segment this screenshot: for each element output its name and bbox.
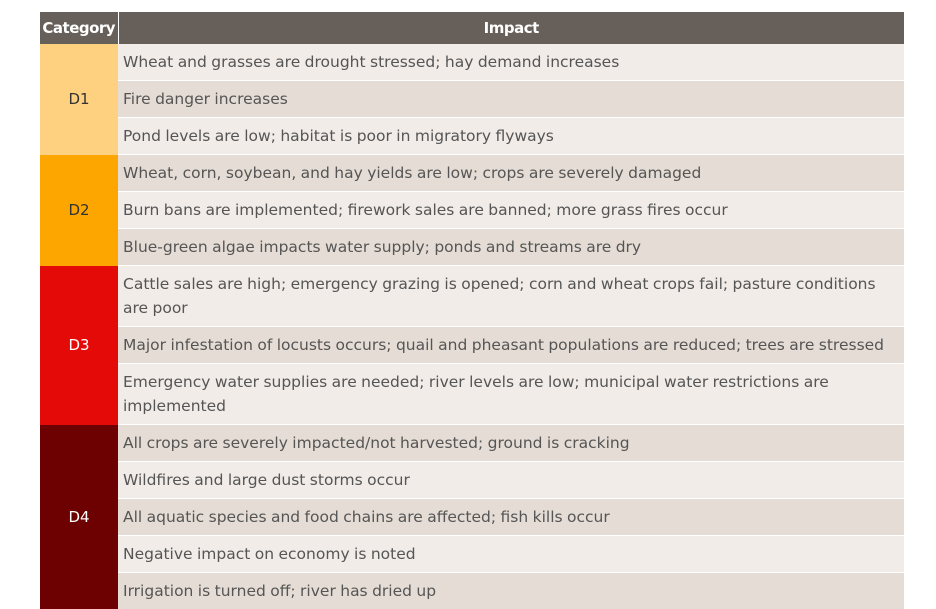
impact-cell: Major infestation of locusts occurs; qua…: [118, 327, 904, 364]
table-row: Fire danger increases: [40, 81, 904, 118]
table-row: Pond levels are low; habitat is poor in …: [40, 118, 904, 155]
impact-cell: Irrigation is turned off; river has drie…: [118, 573, 904, 609]
impact-cell: Pond levels are low; habitat is poor in …: [118, 118, 904, 155]
impact-cell: Fire danger increases: [118, 81, 904, 118]
category-cell-d1: D1: [40, 44, 118, 155]
impact-cell: Wheat, corn, soybean, and hay yields are…: [118, 155, 904, 192]
impact-cell: Emergency water supplies are needed; riv…: [118, 364, 904, 425]
impact-cell: Wheat and grasses are drought stressed; …: [118, 44, 904, 81]
category-cell-d3: D3: [40, 266, 118, 425]
category-column-header: Category: [40, 12, 118, 44]
impact-cell: Wildfires and large dust storms occur: [118, 462, 904, 499]
impact-column-header: Impact: [118, 12, 904, 44]
table-row: Burn bans are implemented; firework sale…: [40, 192, 904, 229]
header-row: Category Impact: [40, 12, 904, 44]
table-row: All aquatic species and food chains are …: [40, 499, 904, 536]
impact-cell: Negative impact on economy is noted: [118, 536, 904, 573]
table-row: Wildfires and large dust storms occur: [40, 462, 904, 499]
impact-cell: Blue-green algae impacts water supply; p…: [118, 229, 904, 266]
table-row: Emergency water supplies are needed; riv…: [40, 364, 904, 425]
table-row: Blue-green algae impacts water supply; p…: [40, 229, 904, 266]
table-row: Major infestation of locusts occurs; qua…: [40, 327, 904, 364]
impact-cell: Cattle sales are high; emergency grazing…: [118, 266, 904, 327]
impact-cell: All aquatic species and food chains are …: [118, 499, 904, 536]
table-row: Negative impact on economy is noted: [40, 536, 904, 573]
impact-cell: All crops are severely impacted/not harv…: [118, 425, 904, 462]
table-row: Irrigation is turned off; river has drie…: [40, 573, 904, 609]
table-header: Category Impact: [40, 12, 904, 44]
impact-cell: Burn bans are implemented; firework sale…: [118, 192, 904, 229]
category-cell-d2: D2: [40, 155, 118, 266]
category-cell-d4: D4: [40, 425, 118, 609]
